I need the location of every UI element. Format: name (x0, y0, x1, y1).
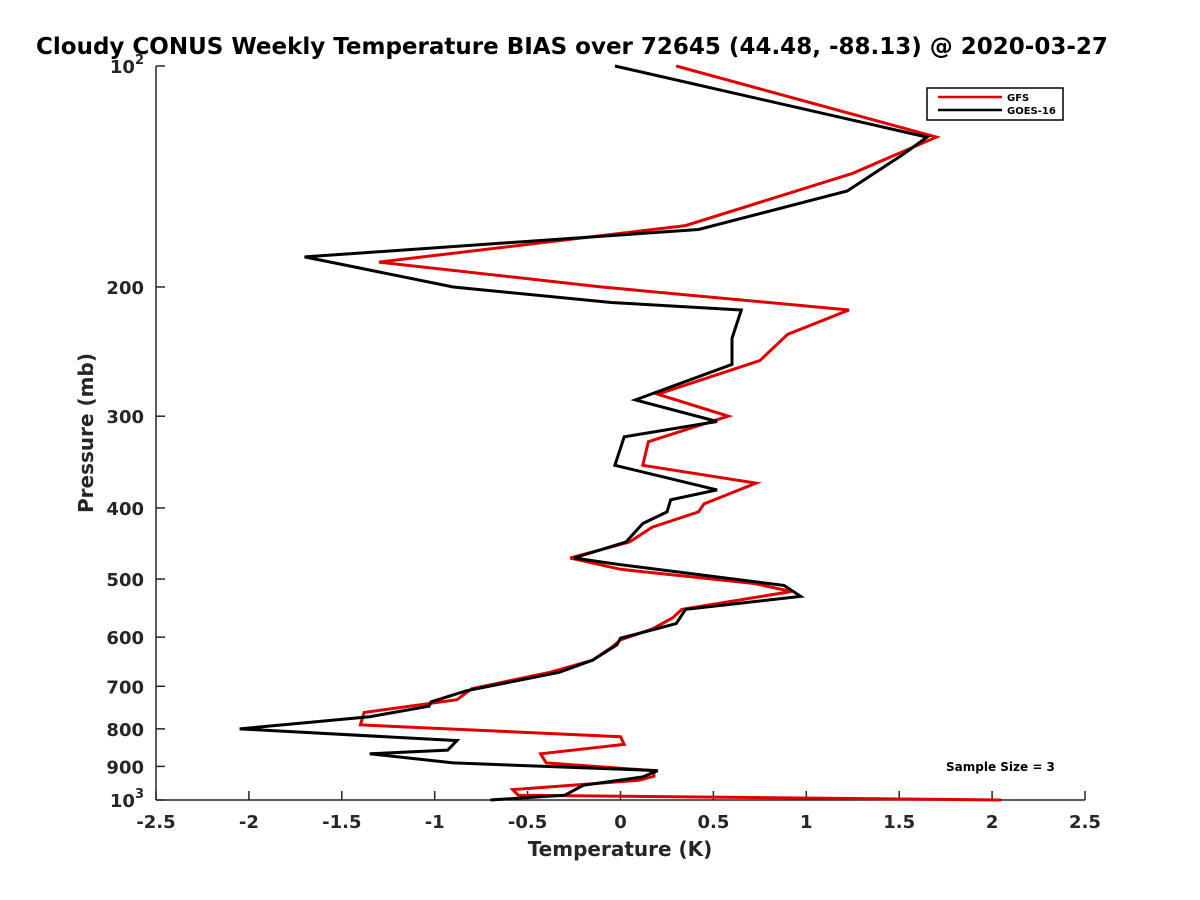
y-tick-label: 102 (110, 53, 144, 78)
x-tick-label: 0.5 (697, 812, 729, 833)
x-axis-label: Temperature (K) (528, 837, 713, 861)
series-line-gfs (358, 64, 1002, 802)
sample-size-annotation: Sample Size = 3 (946, 760, 1055, 774)
x-tick-label: -2.5 (136, 812, 175, 833)
x-tick-label: 2.5 (1069, 812, 1101, 833)
x-tick-label: 1.5 (883, 812, 915, 833)
legend-label-goes16: GOES-16 (1007, 106, 1056, 117)
legend-box (926, 87, 1064, 121)
y-tick-label: 600 (106, 628, 144, 649)
y-tick-label: 700 (106, 677, 144, 698)
series-line-goes-16 (239, 64, 931, 802)
x-tick-label: -1.5 (322, 812, 361, 833)
y-tick-label: 103 (110, 787, 144, 812)
y-tick-label: 800 (106, 720, 144, 741)
x-tick-label: 1 (800, 812, 813, 833)
x-ticks: -2.5 -2 -1.5 -1 -0.5 0 0.5 1 1.5 2 2.5 (136, 791, 1101, 833)
x-tick-label: -2 (239, 812, 259, 833)
y-tick-label: 200 (106, 278, 144, 299)
axes (155, 66, 1085, 801)
y-tick-label: 500 (106, 570, 144, 591)
y-ticks: 102 200 300 400 500 600 700 800 900 103 (106, 53, 165, 812)
chart-title: Cloudy CONUS Weekly Temperature BIAS ove… (36, 34, 1108, 60)
x-tick-label: -1 (425, 812, 445, 833)
y-tick-label: 300 (106, 407, 144, 428)
x-tick-label: 2 (986, 812, 999, 833)
legend: GFS GOES-16 (926, 87, 1064, 121)
y-axis-label: Pressure (mb) (74, 353, 98, 513)
x-tick-label: 0 (614, 812, 627, 833)
y-tick-label: 400 (106, 499, 144, 520)
legend-label-gfs: GFS (1007, 93, 1029, 104)
x-tick-label: -0.5 (508, 812, 547, 833)
series-layer (239, 64, 1002, 802)
y-tick-label: 900 (106, 757, 144, 778)
